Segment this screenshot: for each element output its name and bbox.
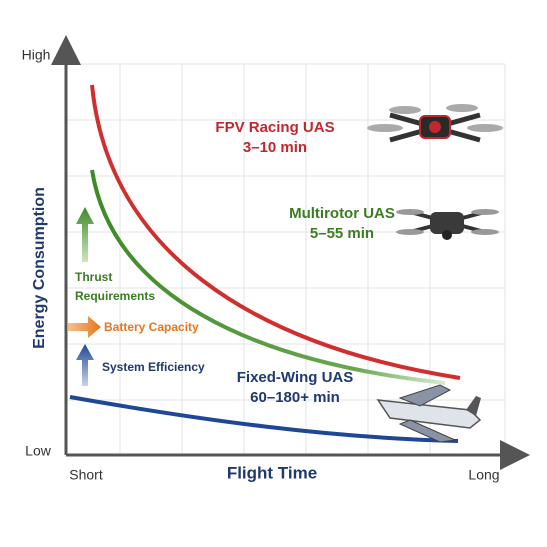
up-arrow [76,344,94,386]
factor-label: Thrust [75,270,112,284]
fpv-curve [90,84,461,380]
x-axis-label: Flight Time [227,463,317,482]
y-high: High [22,47,51,63]
curve-name: Multirotor UAS [289,205,395,222]
factor-label: Battery Capacity [104,320,199,334]
x-start: Short [69,467,103,483]
factor-label: Requirements [75,289,155,303]
right-arrow [68,316,101,338]
curve-name: Fixed-Wing UAS [237,369,354,386]
curve-duration: 5–55 min [310,225,374,242]
fixed-wing-icon [376,384,482,443]
curve-name: FPV Racing UAS [215,119,334,136]
x-end: Long [468,467,499,483]
fixed-wing-curve [69,395,459,443]
fpv-drone-icon [367,104,503,143]
factor-label: System Efficiency [102,360,205,374]
curve-duration: 60–180+ min [250,389,340,406]
curve-duration: 3–10 min [243,139,307,156]
multirotor-curve [90,169,446,385]
y-axis-label: Energy Consumption [31,187,48,349]
y-low: Low [25,443,52,459]
multirotor-drone-icon [396,209,499,240]
up-arrow [76,207,94,262]
